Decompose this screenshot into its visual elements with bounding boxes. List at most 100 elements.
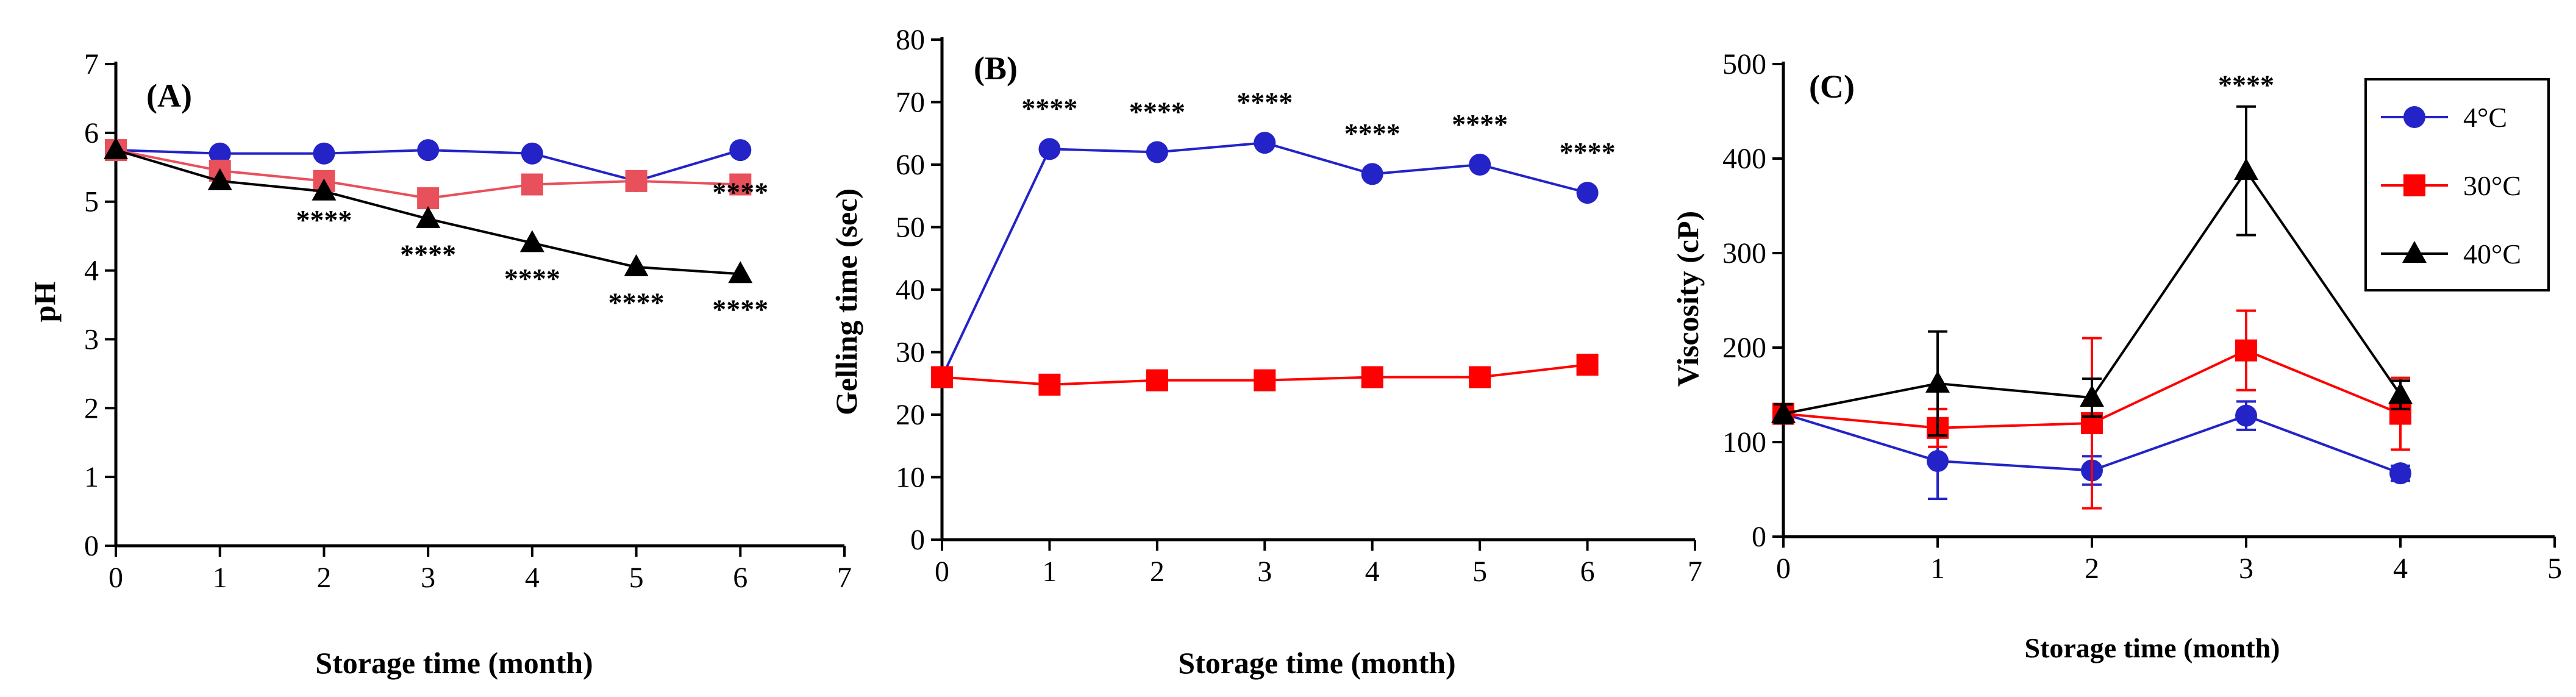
- panel-label: (B): [974, 50, 1018, 87]
- data-point: [2234, 158, 2258, 181]
- chart-panel-c: (C) Storage time (month) Viscosity (cP) …: [1671, 48, 2562, 663]
- x-tick-label: 1: [213, 562, 227, 594]
- data-point: [1254, 132, 1276, 154]
- data-point: [2080, 385, 2104, 407]
- x-tick-label: 2: [2085, 552, 2099, 585]
- x-tick-label: 6: [733, 562, 747, 594]
- y-tick-label: 80: [896, 24, 925, 56]
- y-tick-label: 30: [896, 337, 925, 369]
- significance-label: ****: [1129, 96, 1185, 127]
- x-tick-label: 6: [1580, 556, 1595, 588]
- data-point: [1469, 154, 1491, 176]
- significance-label: ****: [608, 287, 665, 318]
- y-tick-label: 1: [84, 461, 99, 493]
- data-point: [729, 139, 752, 162]
- legend-label: 4°C: [2463, 102, 2507, 133]
- data-point: [2235, 404, 2257, 427]
- data-point: [104, 137, 128, 160]
- panel-label: (A): [146, 77, 192, 114]
- x-tick-label: 1: [1042, 556, 1057, 588]
- data-point: [1146, 141, 1168, 163]
- data-point: [931, 366, 953, 388]
- x-tick-label: 5: [1472, 556, 1487, 588]
- y-tick-label: 100: [1722, 426, 1766, 459]
- data-point: [312, 178, 337, 201]
- significance-label: ****: [504, 263, 560, 294]
- significance-label: ****: [400, 238, 456, 270]
- data-point: [1254, 369, 1276, 391]
- y-tick-label: 7: [84, 48, 99, 80]
- x-tick-label: 2: [316, 562, 331, 594]
- data-point: [624, 254, 649, 276]
- data-point: [1927, 450, 1949, 472]
- data-point: [1576, 354, 1599, 376]
- y-tick-label: 200: [1722, 332, 1766, 364]
- x-tick-label: 2: [1150, 556, 1165, 588]
- data-point: [2389, 462, 2411, 485]
- x-tick-label: 4: [1365, 556, 1380, 588]
- y-tick-label: 20: [896, 399, 925, 431]
- significance-label: ****: [712, 177, 768, 208]
- y-tick-label: 60: [896, 149, 925, 181]
- y-tick-label: 500: [1722, 48, 1766, 80]
- significance-label: ****: [1452, 109, 1508, 140]
- y-tick-label: 70: [896, 87, 925, 119]
- x-axis-title: Storage time (month): [2024, 632, 2280, 663]
- y-tick-label: 300: [1722, 237, 1766, 270]
- x-tick-label: 7: [837, 562, 852, 594]
- data-point: [521, 142, 543, 165]
- x-tick-label: 5: [629, 562, 644, 594]
- x-tick-label: 3: [2239, 552, 2253, 585]
- data-point: [1361, 366, 1383, 388]
- data-point: [625, 170, 648, 192]
- significance-label: ****: [2218, 70, 2274, 101]
- y-tick-label: 4: [84, 255, 99, 287]
- y-axis-title: Gelling time (sec): [829, 188, 863, 415]
- x-axis-title: Storage time (month): [1178, 646, 1455, 680]
- significance-label: ****: [1021, 93, 1077, 124]
- x-tick-label: 3: [421, 562, 435, 594]
- x-tick-label: 5: [2547, 552, 2562, 585]
- data-point: [417, 139, 440, 162]
- y-tick-label: 10: [896, 462, 925, 494]
- data-point: [1469, 366, 1491, 388]
- x-tick-label: 0: [109, 562, 123, 594]
- chart-panel-b: (B) Storage time (month) Gelling time (s…: [829, 24, 1702, 680]
- legend-marker: [2403, 174, 2425, 196]
- significance-label: ****: [1560, 137, 1616, 168]
- y-tick-label: 50: [896, 212, 925, 244]
- data-point: [2388, 382, 2413, 404]
- data-point: [1925, 370, 1950, 393]
- data-point: [728, 261, 753, 284]
- series-line: [941, 141, 1588, 378]
- y-tick-label: 0: [84, 530, 99, 562]
- data-point: [1771, 401, 1796, 423]
- data-point: [1038, 138, 1061, 160]
- legend-marker: [2403, 106, 2425, 128]
- data-point: [207, 168, 232, 190]
- x-tick-label: 4: [525, 562, 540, 594]
- x-axis-title: Storage time (month): [315, 646, 593, 680]
- y-axis-title: Viscosity (cP): [1671, 211, 1705, 387]
- chart-panel-a: (A) Storage time (month) pH 0 1 2 3 4 5 6 7 0 1 2 3…: [27, 48, 852, 680]
- data-point: [313, 142, 335, 165]
- legend-label: 40°C: [2463, 238, 2521, 270]
- significance-label: ****: [1236, 87, 1293, 118]
- data-point: [1038, 373, 1061, 396]
- data-point: [416, 206, 441, 228]
- x-tick-label: 4: [2393, 552, 2408, 585]
- x-tick-label: 0: [935, 556, 949, 588]
- panel-label: (C): [1809, 68, 1855, 105]
- y-tick-label: 0: [910, 524, 925, 556]
- data-point: [519, 230, 544, 252]
- y-tick-label: 400: [1722, 143, 1766, 175]
- significance-label: ****: [296, 204, 352, 235]
- y-tick-label: 2: [84, 392, 99, 424]
- data-point: [209, 142, 231, 165]
- data-point: [417, 187, 440, 210]
- y-axis-title: pH: [27, 282, 62, 323]
- data-point: [1576, 182, 1599, 204]
- significance-label: ****: [1344, 118, 1400, 149]
- y-tick-label: 5: [84, 186, 99, 218]
